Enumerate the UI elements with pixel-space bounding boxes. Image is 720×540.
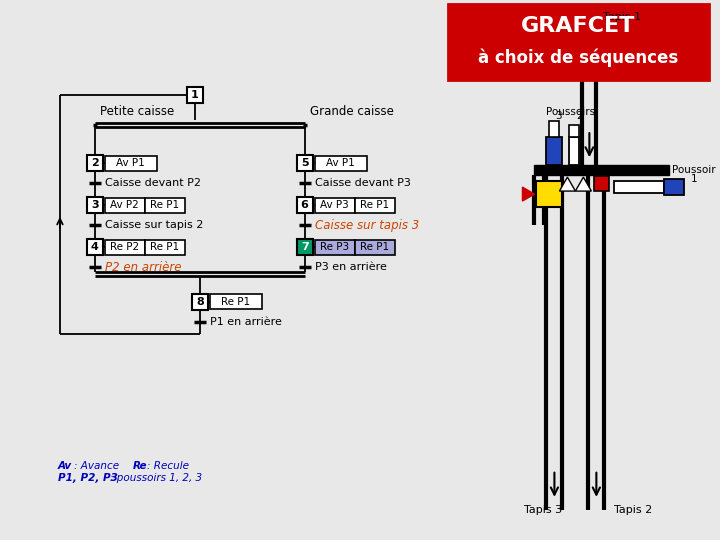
Text: Tapis 3: Tapis 3 [524,505,562,515]
Bar [297,155,312,171]
Text: Re: Re [133,461,148,471]
Polygon shape [575,177,591,191]
Text: Poussoirs: Poussoirs [546,107,595,117]
Text: 3: 3 [91,200,99,210]
Bar [297,197,312,213]
Bar [105,156,157,171]
Bar [105,240,145,254]
Text: P3 en arrière: P3 en arrière [315,262,387,272]
Text: Av P1: Av P1 [117,158,145,168]
Text: Av P3: Av P3 [320,200,349,210]
Bar [614,181,665,193]
Text: Av: Av [58,461,72,471]
Text: GRAFCET: GRAFCET [521,16,636,36]
Text: Av P1: Av P1 [326,158,355,168]
Text: 1: 1 [191,90,199,100]
Text: 6: 6 [301,200,309,210]
Text: : Avance: : Avance [74,461,119,471]
Text: Caisse devant P2: Caisse devant P2 [105,178,201,188]
Bar [210,294,262,309]
Bar [546,137,562,165]
Polygon shape [523,187,534,201]
Text: Re P1: Re P1 [221,297,251,307]
Text: Caisse sur tapis 2: Caisse sur tapis 2 [105,220,203,230]
Bar [534,165,670,175]
Text: 7: 7 [301,242,309,252]
Text: 5: 5 [301,158,308,168]
Text: P2 en arrière: P2 en arrière [105,260,181,273]
Text: Grande caisse: Grande caisse [310,105,394,118]
Bar [665,179,684,195]
Text: Petite caisse: Petite caisse [100,105,174,118]
Text: 4: 4 [91,242,99,252]
Text: Re P1: Re P1 [360,242,390,252]
Text: Tapis 2: Tapis 2 [614,505,652,515]
Text: Re P2: Re P2 [110,242,140,252]
Text: Av P2: Av P2 [110,200,139,210]
Text: : Recule: : Recule [147,461,189,471]
Bar [595,176,609,191]
Text: 2: 2 [91,158,99,168]
Text: Tapis 1: Tapis 1 [603,12,642,22]
Text: 2: 2 [576,111,582,121]
Bar [87,197,103,213]
Bar [192,294,208,310]
Bar [186,87,203,103]
Text: Re P1: Re P1 [150,242,179,252]
Bar [570,125,580,137]
Bar [297,239,312,255]
Text: Poussoir: Poussoir [672,165,716,175]
Bar [536,181,562,207]
Text: Re P3: Re P3 [320,242,349,252]
Polygon shape [559,177,575,191]
Bar [315,156,366,171]
Text: 1: 1 [691,174,698,184]
Bar [448,4,709,80]
Text: P1 en arrière: P1 en arrière [210,317,282,327]
Text: P1, P2, P3: P1, P2, P3 [58,473,118,483]
Text: Caisse sur tapis 3: Caisse sur tapis 3 [315,219,419,232]
Bar [87,155,103,171]
Text: 3: 3 [555,111,562,121]
Bar [315,198,355,213]
Bar [315,240,355,254]
Text: Re P1: Re P1 [150,200,179,210]
Bar [570,137,580,165]
Bar [355,240,395,254]
Bar [549,121,559,137]
Text: à choix de séquences: à choix de séquences [478,49,678,68]
Text: Caisse devant P3: Caisse devant P3 [315,178,410,188]
Bar [87,239,103,255]
Text: Re P1: Re P1 [360,200,390,210]
Text: : poussoirs 1, 2, 3: : poussoirs 1, 2, 3 [110,473,202,483]
Bar [145,240,185,254]
Bar [355,198,395,213]
Bar [145,198,185,213]
Text: 8: 8 [196,297,204,307]
Bar [105,198,145,213]
